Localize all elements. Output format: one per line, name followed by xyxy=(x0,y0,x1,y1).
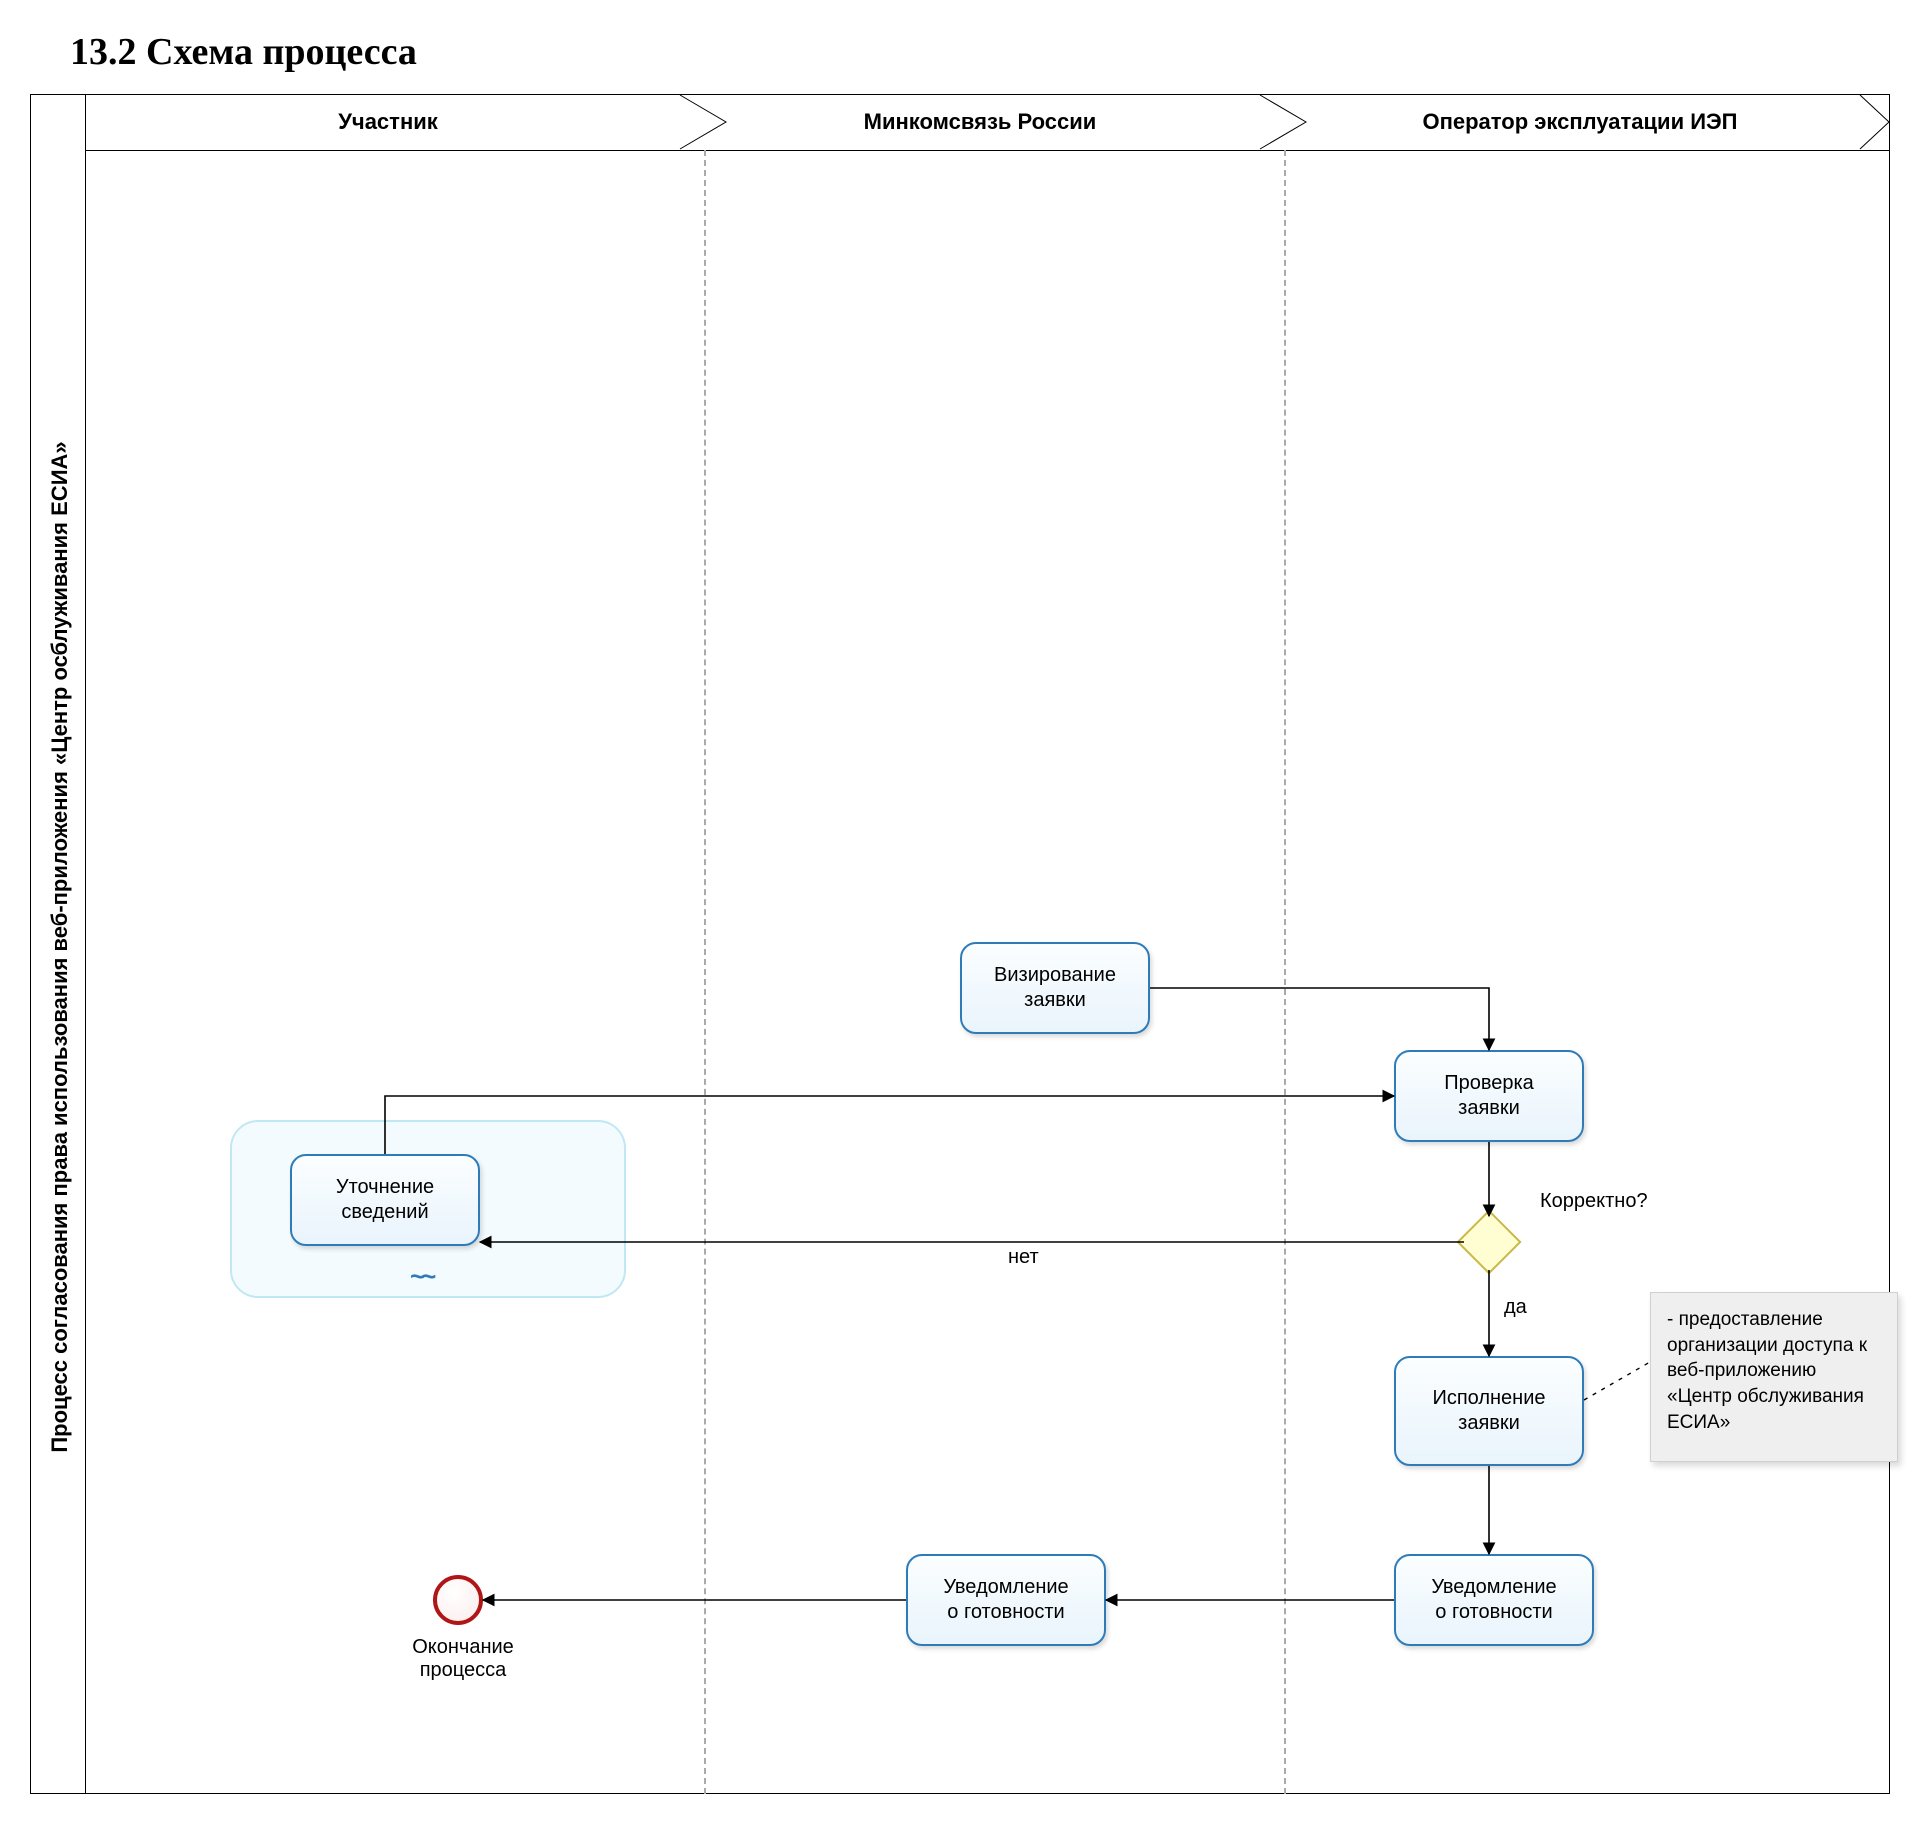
bpmn-diagram: Процесс согласования права использования… xyxy=(30,94,1890,1794)
section-heading: 13.2 Схема процесса xyxy=(70,30,1892,74)
sequence-flows xyxy=(30,94,1890,1794)
